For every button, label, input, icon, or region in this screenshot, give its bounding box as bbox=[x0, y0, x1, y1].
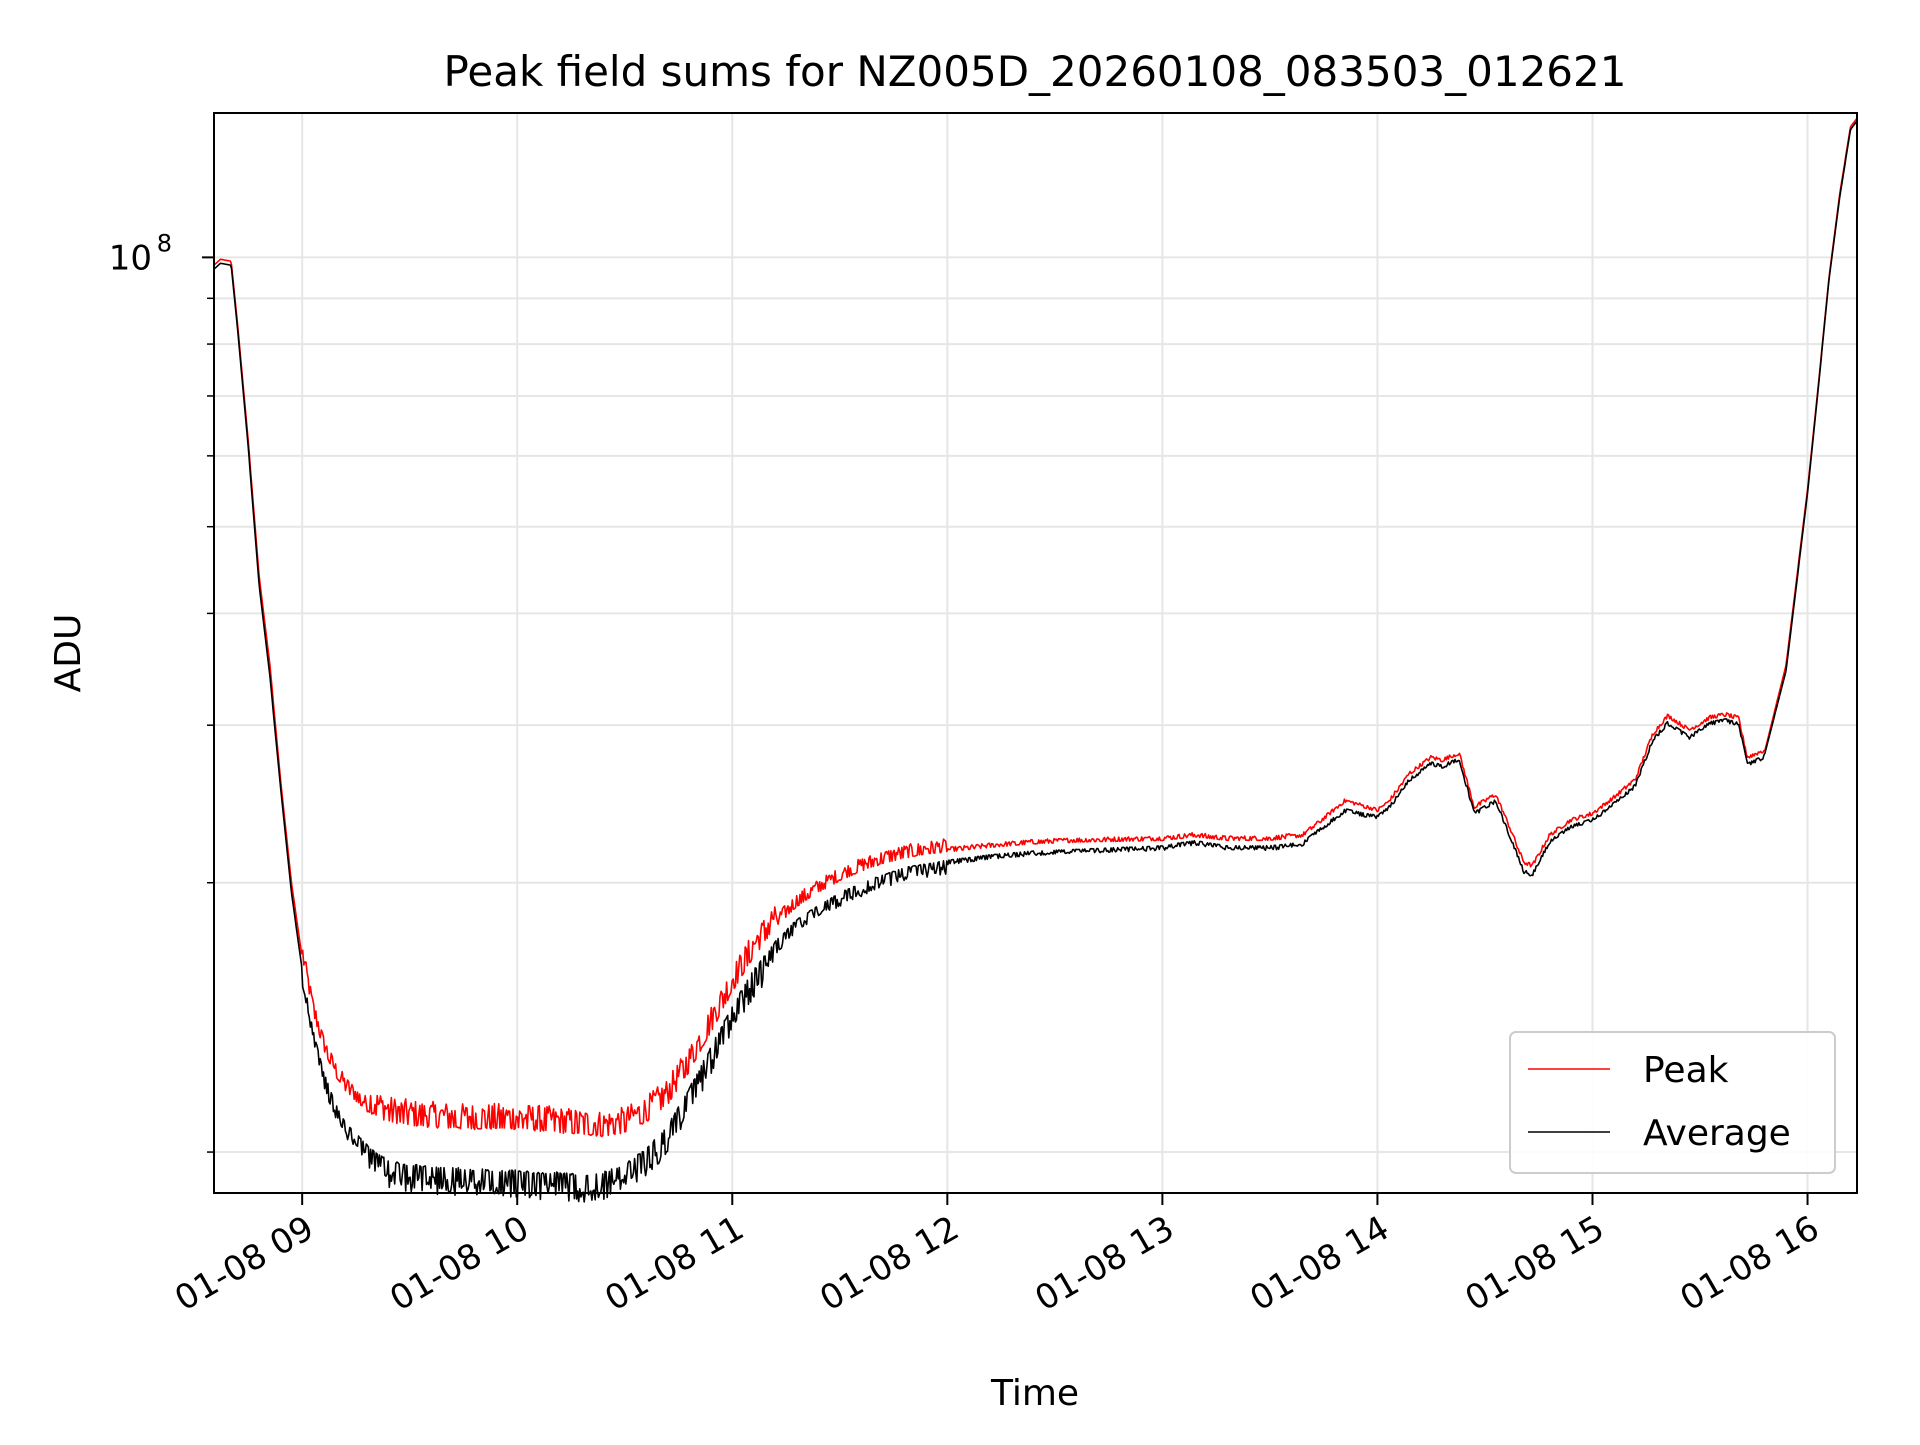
x-tick-label: 01-08 15 bbox=[1459, 1208, 1611, 1319]
x-tick-label: 01-08 13 bbox=[1028, 1208, 1180, 1319]
x-axis-label: Time bbox=[990, 1373, 1079, 1414]
x-tick-label: 01-08 16 bbox=[1674, 1208, 1826, 1319]
series-line-average bbox=[213, 120, 1858, 1203]
x-tick-label: 01-08 11 bbox=[598, 1208, 750, 1319]
y-tick-label-base: 10 bbox=[109, 238, 152, 278]
legend-label-peak: Peak bbox=[1643, 1050, 1729, 1091]
legend-box bbox=[1509, 1031, 1836, 1174]
x-tick-label: 01-08 10 bbox=[383, 1208, 535, 1319]
chart-title: Peak field sums for NZ005D_20260108_0835… bbox=[444, 47, 1627, 96]
legend: Peak Average bbox=[1509, 1031, 1836, 1174]
series-line-peak bbox=[213, 117, 1858, 1138]
x-tick-label: 01-08 09 bbox=[168, 1208, 320, 1319]
series-layer bbox=[213, 117, 1858, 1203]
y-tick-label-exponent: 8 bbox=[157, 229, 172, 257]
plot-frame bbox=[213, 112, 1858, 1194]
x-tick-label: 01-08 14 bbox=[1244, 1208, 1396, 1319]
y-axis-label: ADU bbox=[48, 614, 89, 693]
legend-label-average: Average bbox=[1643, 1113, 1791, 1154]
x-tick-label: 01-08 12 bbox=[813, 1208, 965, 1319]
grid-layer bbox=[214, 113, 1857, 1193]
